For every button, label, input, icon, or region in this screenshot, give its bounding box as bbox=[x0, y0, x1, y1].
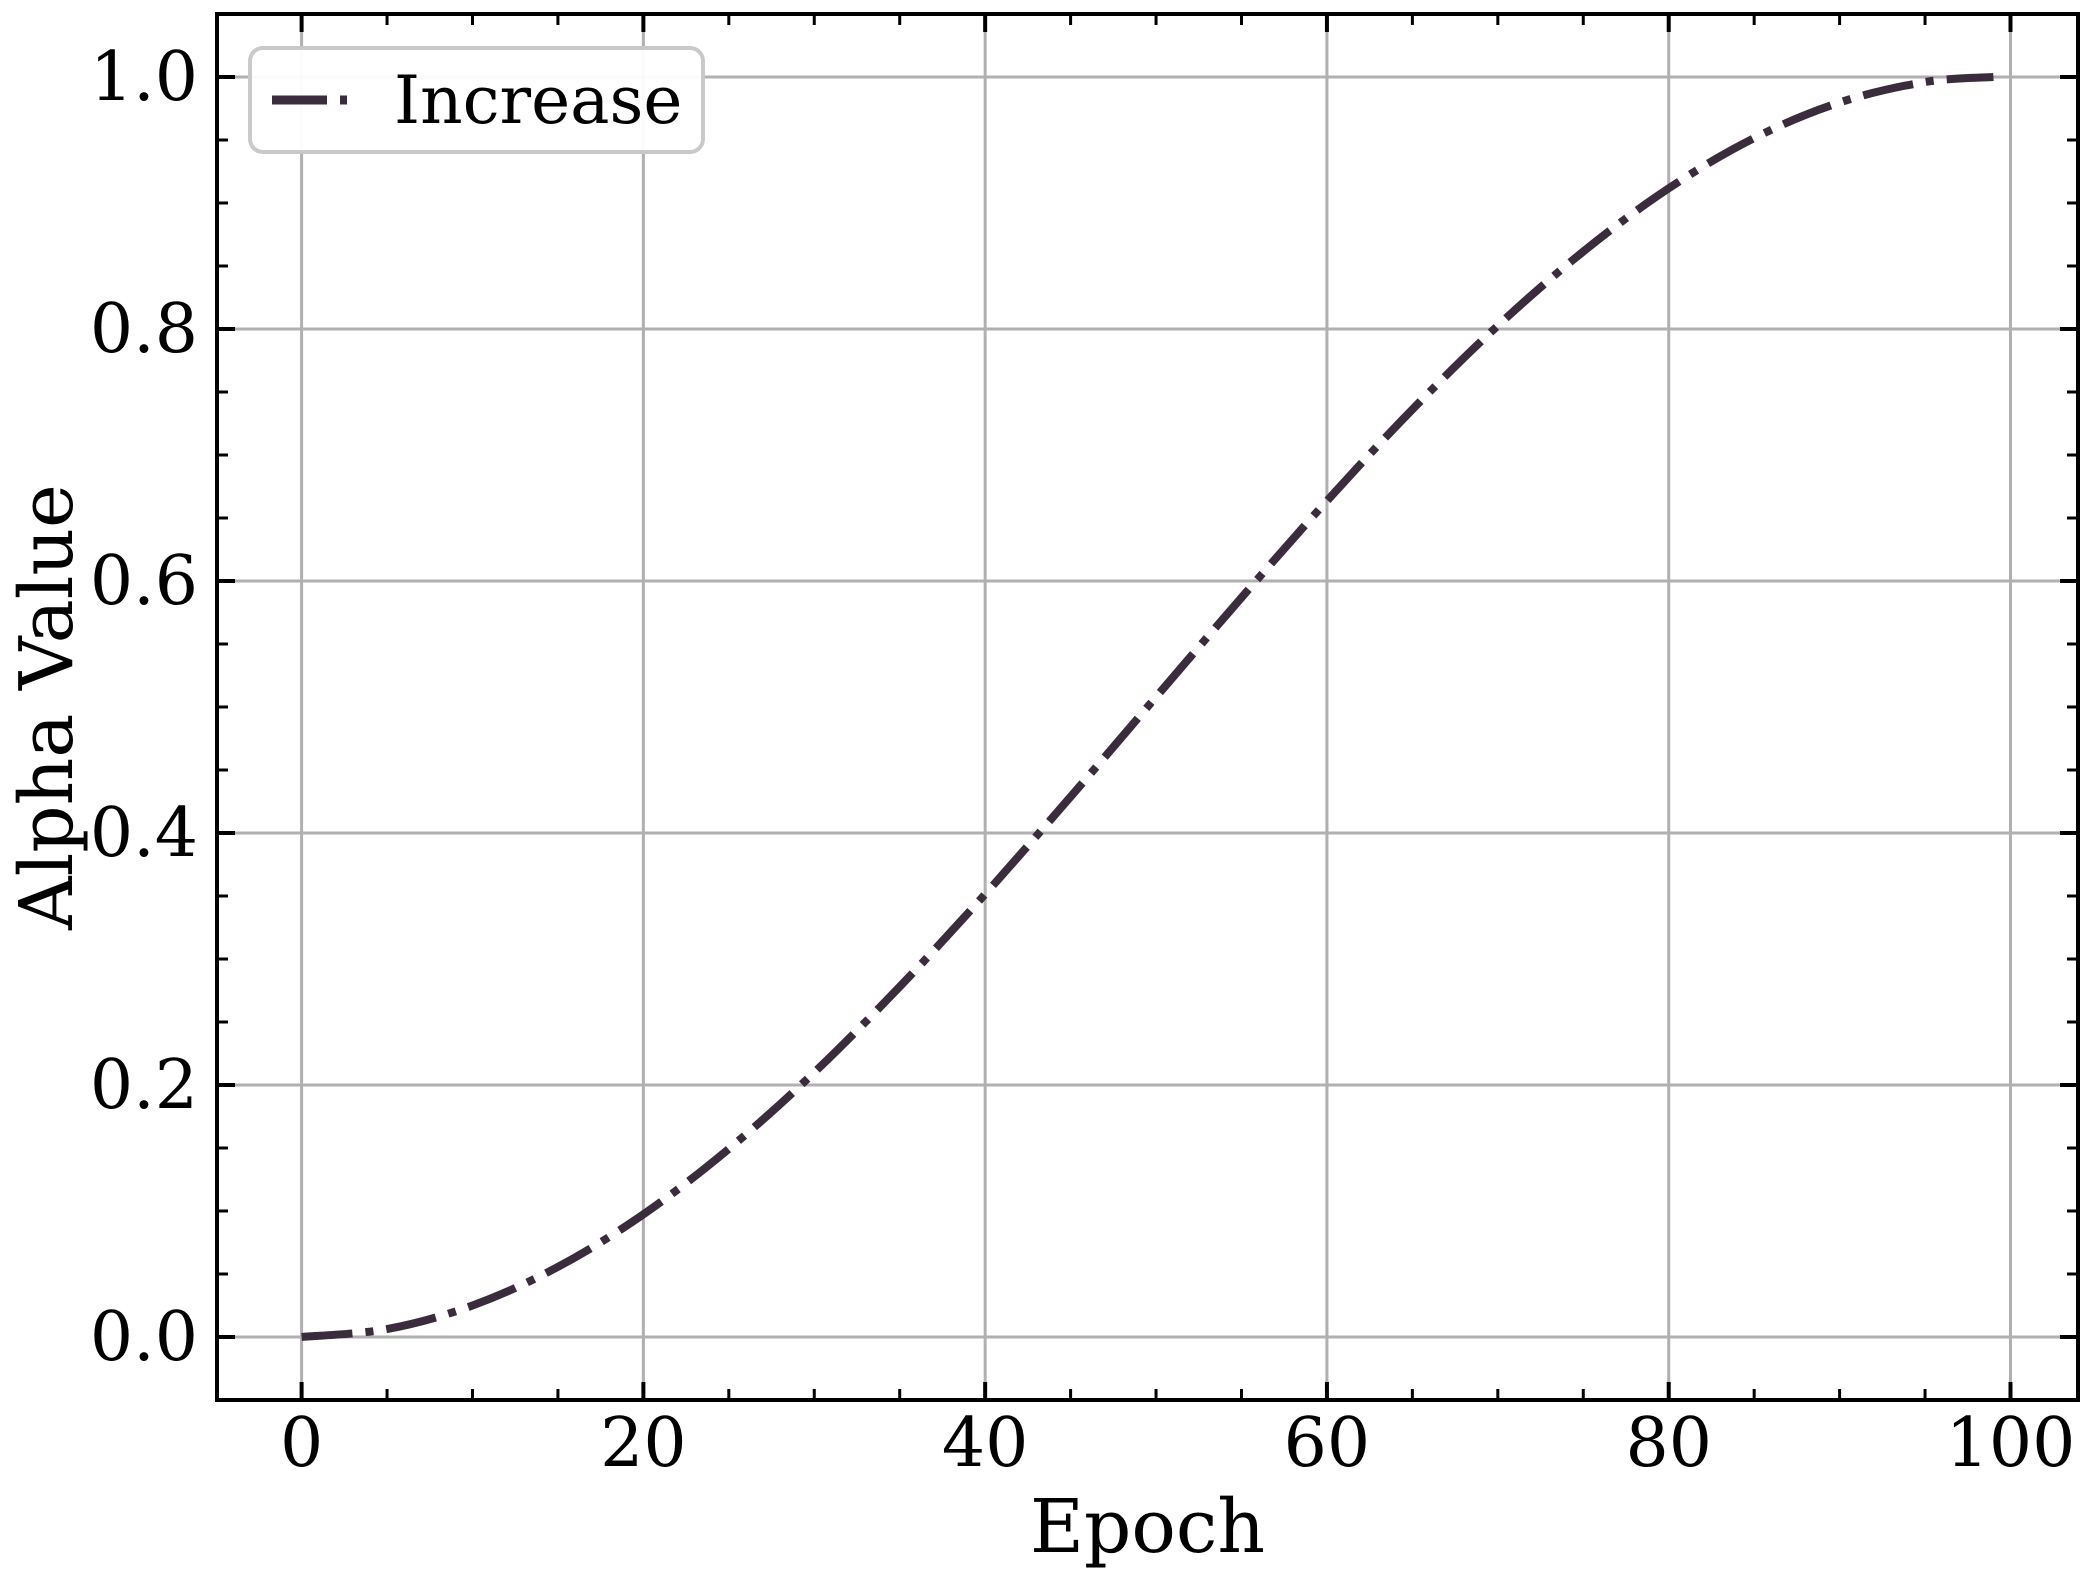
y-axis-label: Alpha Value bbox=[4, 484, 90, 931]
y-tick-label: 0.2 bbox=[90, 1046, 198, 1125]
x-tick-label: 40 bbox=[942, 1404, 1029, 1483]
x-tick-label: 100 bbox=[1946, 1404, 2076, 1483]
y-tick-label: 0.0 bbox=[90, 1298, 198, 1377]
legend-box bbox=[248, 46, 705, 154]
legend-label: Increase bbox=[394, 62, 682, 139]
x-tick-label: 60 bbox=[1284, 1404, 1371, 1483]
x-axis-label: Epoch bbox=[1030, 1484, 1265, 1570]
series-line-increase bbox=[301, 73, 1994, 1341]
x-tick-label: 0 bbox=[280, 1404, 323, 1483]
y-tick-label: 0.8 bbox=[90, 290, 198, 369]
legend: Increase bbox=[248, 46, 705, 154]
x-tick-label: 20 bbox=[600, 1404, 687, 1483]
y-tick-label: 0.6 bbox=[90, 542, 198, 621]
plot-spine bbox=[215, 12, 2080, 1402]
y-tick-label: 1.0 bbox=[90, 38, 198, 117]
x-tick-label: 80 bbox=[1625, 1404, 1712, 1483]
y-tick-label: 0.4 bbox=[90, 794, 198, 873]
